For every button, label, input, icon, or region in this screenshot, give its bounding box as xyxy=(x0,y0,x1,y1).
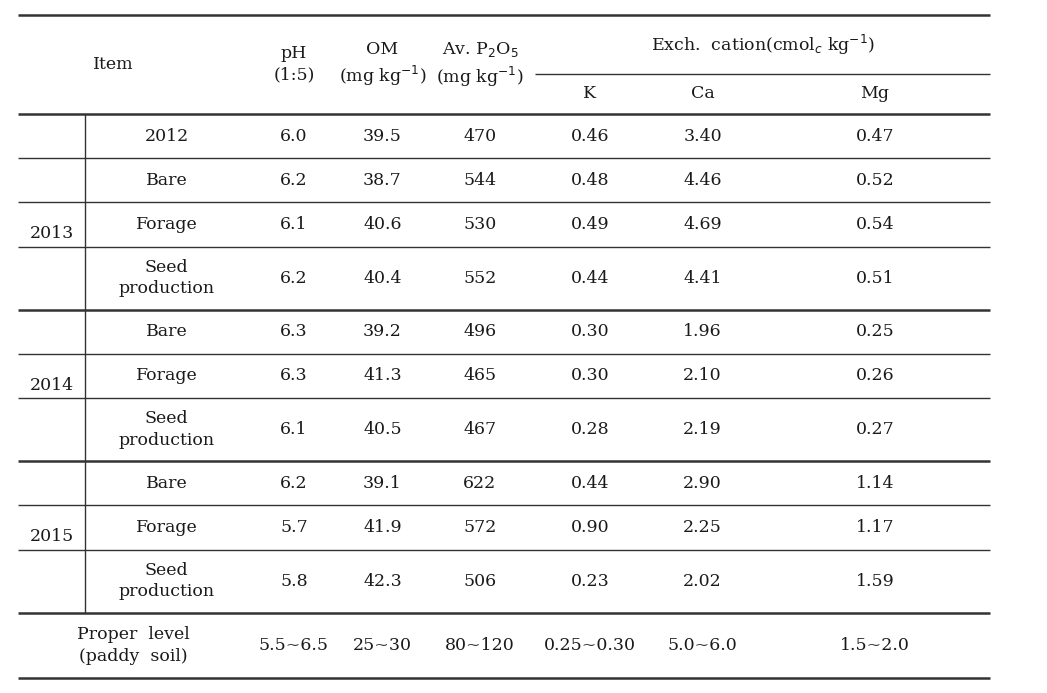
Text: Seed
production: Seed production xyxy=(118,258,215,297)
Text: 1.17: 1.17 xyxy=(855,519,894,536)
Text: 0.30: 0.30 xyxy=(571,323,609,340)
Text: 4.41: 4.41 xyxy=(684,270,721,287)
Text: 2.02: 2.02 xyxy=(683,572,721,590)
Text: 0.48: 0.48 xyxy=(571,172,609,188)
Text: Item: Item xyxy=(93,56,134,73)
Text: 0.44: 0.44 xyxy=(571,475,609,492)
Text: Forage: Forage xyxy=(136,216,198,233)
Text: 0.27: 0.27 xyxy=(855,421,894,438)
Text: 39.5: 39.5 xyxy=(363,128,402,145)
Text: 0.46: 0.46 xyxy=(571,128,609,145)
Text: 0.28: 0.28 xyxy=(571,421,609,438)
Text: Proper  level
(paddy  soil): Proper level (paddy soil) xyxy=(76,626,190,665)
Text: 6.3: 6.3 xyxy=(281,367,308,385)
Text: 39.2: 39.2 xyxy=(363,323,402,340)
Text: 1.14: 1.14 xyxy=(855,475,894,492)
Text: 2015: 2015 xyxy=(29,529,73,545)
Text: 25~30: 25~30 xyxy=(353,637,413,654)
Text: Av. P$_2$O$_5$
(mg kg$^{-1}$): Av. P$_2$O$_5$ (mg kg$^{-1}$) xyxy=(437,40,524,89)
Text: 1.5~2.0: 1.5~2.0 xyxy=(840,637,910,654)
Text: 2013: 2013 xyxy=(29,225,73,243)
Text: 5.7: 5.7 xyxy=(281,519,308,536)
Text: Seed
production: Seed production xyxy=(118,562,215,600)
Text: 2.90: 2.90 xyxy=(683,475,721,492)
Text: 6.2: 6.2 xyxy=(281,172,308,188)
Text: 0.90: 0.90 xyxy=(571,519,609,536)
Text: Mg: Mg xyxy=(861,85,890,103)
Text: 2.19: 2.19 xyxy=(683,421,721,438)
Text: 80~120: 80~120 xyxy=(445,637,515,654)
Text: 530: 530 xyxy=(464,216,496,233)
Text: 2.10: 2.10 xyxy=(684,367,721,385)
Text: Forage: Forage xyxy=(136,519,198,536)
Text: 40.5: 40.5 xyxy=(363,421,402,438)
Text: 42.3: 42.3 xyxy=(363,572,402,590)
Text: 40.4: 40.4 xyxy=(363,270,402,287)
Text: 0.30: 0.30 xyxy=(571,367,609,385)
Text: 544: 544 xyxy=(464,172,496,188)
Text: 1.96: 1.96 xyxy=(684,323,721,340)
Text: 5.8: 5.8 xyxy=(281,572,308,590)
Text: 39.1: 39.1 xyxy=(363,475,402,492)
Text: 506: 506 xyxy=(464,572,496,590)
Text: 552: 552 xyxy=(464,270,496,287)
Text: 0.51: 0.51 xyxy=(855,270,894,287)
Text: 6.2: 6.2 xyxy=(281,270,308,287)
Text: 6.1: 6.1 xyxy=(281,421,308,438)
Text: 0.49: 0.49 xyxy=(571,216,609,233)
Text: Seed
production: Seed production xyxy=(118,410,215,449)
Text: Forage: Forage xyxy=(136,367,198,385)
Text: 5.0~6.0: 5.0~6.0 xyxy=(668,637,737,654)
Text: 0.54: 0.54 xyxy=(855,216,894,233)
Text: Exch.  cation(cmol$_c$ kg$^{-1}$): Exch. cation(cmol$_c$ kg$^{-1}$) xyxy=(650,33,874,57)
Text: 0.47: 0.47 xyxy=(855,128,894,145)
Text: 40.6: 40.6 xyxy=(363,216,402,233)
Text: 5.5~6.5: 5.5~6.5 xyxy=(259,637,329,654)
Text: 38.7: 38.7 xyxy=(363,172,402,188)
Text: 0.26: 0.26 xyxy=(855,367,894,385)
Text: 6.0: 6.0 xyxy=(281,128,308,145)
Text: Bare: Bare xyxy=(146,475,187,492)
Text: 4.69: 4.69 xyxy=(684,216,721,233)
Text: 0.44: 0.44 xyxy=(571,270,609,287)
Text: 572: 572 xyxy=(464,519,496,536)
Text: 6.1: 6.1 xyxy=(281,216,308,233)
Text: 1.59: 1.59 xyxy=(855,572,894,590)
Text: 6.2: 6.2 xyxy=(281,475,308,492)
Text: 467: 467 xyxy=(464,421,496,438)
Text: 0.25: 0.25 xyxy=(855,323,894,340)
Text: 2.25: 2.25 xyxy=(683,519,722,536)
Text: K: K xyxy=(583,85,597,103)
Text: 41.9: 41.9 xyxy=(363,519,402,536)
Text: 0.52: 0.52 xyxy=(855,172,894,188)
Text: 2012: 2012 xyxy=(144,128,188,145)
Text: 2014: 2014 xyxy=(29,377,73,394)
Text: 0.23: 0.23 xyxy=(571,572,609,590)
Text: pH
(1:5): pH (1:5) xyxy=(273,45,315,84)
Text: 6.3: 6.3 xyxy=(281,323,308,340)
Text: OM
(mg kg$^{-1}$): OM (mg kg$^{-1}$) xyxy=(339,41,426,88)
Text: 465: 465 xyxy=(464,367,496,385)
Text: Bare: Bare xyxy=(146,172,187,188)
Text: 3.40: 3.40 xyxy=(684,128,721,145)
Text: 4.46: 4.46 xyxy=(684,172,721,188)
Text: 41.3: 41.3 xyxy=(363,367,402,385)
Text: 622: 622 xyxy=(464,475,496,492)
Text: Bare: Bare xyxy=(146,323,187,340)
Text: 0.25~0.30: 0.25~0.30 xyxy=(544,637,636,654)
Text: Ca: Ca xyxy=(691,85,714,103)
Text: 496: 496 xyxy=(464,323,496,340)
Text: 470: 470 xyxy=(464,128,496,145)
